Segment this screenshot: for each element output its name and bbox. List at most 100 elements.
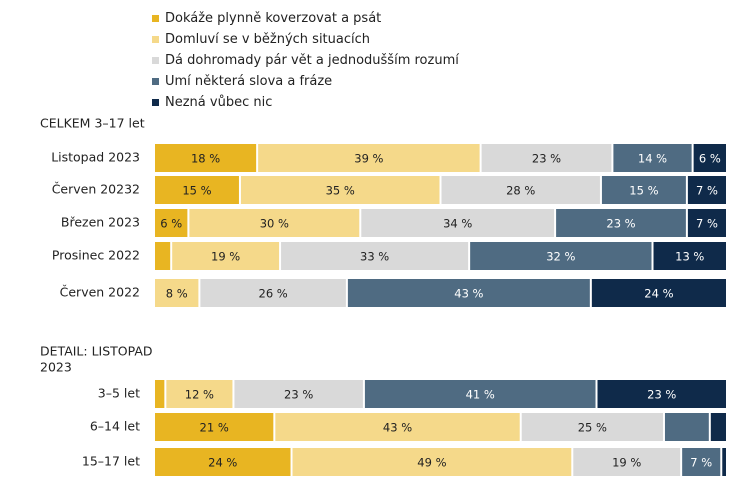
bar-segment [155,242,171,270]
bar-segment [597,380,726,408]
legend-swatch [152,36,159,43]
bar-segment [556,209,686,237]
data-label: 39 % [354,152,383,166]
bar-segment [275,413,520,441]
row-label: Prosinec 2022 [52,248,140,263]
data-label: 15 % [182,184,211,198]
data-label: 15 % [629,184,658,198]
row-label: 6–14 let [90,419,140,434]
legend-swatch [152,99,159,106]
bar-segment [613,144,692,172]
row-label: 15–17 let [82,454,140,469]
data-label: 6 % [160,217,182,231]
data-label: 26 % [259,287,288,301]
bar-segment [521,413,663,441]
data-label: 19 % [612,456,641,470]
bar-segment [364,380,596,408]
bar-segment [361,209,555,237]
bar-segment [166,380,233,408]
data-label: 49 % [417,456,446,470]
data-label: 6 % [699,152,721,166]
bar-segment [200,279,346,307]
data-label: 30 % [260,217,289,231]
bar-segment [653,242,726,270]
data-label: 24 % [208,456,237,470]
bar-segment [172,242,280,270]
bar-segment [155,144,257,172]
legend-label: Dokáže plynně koverzovat a psát [165,11,382,26]
data-label: 13 % [675,250,704,264]
bar-segment [155,448,291,476]
bar-segment [722,448,726,476]
bar-segment [155,279,199,307]
bar-segment [155,209,188,237]
data-label: 35 % [326,184,355,198]
data-label: 33 % [360,250,389,264]
bar-segment [693,144,726,172]
bar-segment [682,448,721,476]
bar-segment [155,413,274,441]
data-label: 12 % [185,388,214,402]
bar-segment [470,242,652,270]
data-label: 23 % [606,217,635,231]
row-label: Červen 20232 [52,182,140,197]
legend-swatch [152,57,159,64]
bar-segment [189,209,360,237]
row-label: Březen 2023 [61,215,140,230]
legend-swatch [152,78,159,85]
data-label: 7 % [696,184,718,198]
legend: Dokáže plynně koverzovat a psát Domluví … [152,8,459,113]
bar-segment [281,242,469,270]
data-label: 21 % [200,421,229,435]
bar-segment [240,176,440,204]
bar-segment [155,176,239,204]
data-label: 19 % [211,250,240,264]
legend-item: Nezná vůbec nic [152,92,459,113]
data-label: 7 % [696,217,718,231]
data-label: 18 % [191,152,220,166]
legend-label: Nezná vůbec nic [165,95,273,110]
bar-segment [710,413,726,441]
bar-segment [292,448,572,476]
bar-segment [481,144,612,172]
bar-segment [441,176,600,204]
legend-item: Dá dohromady pár vět a jednodušším rozum… [152,50,459,71]
data-label: 24 % [644,287,673,301]
legend-swatch [152,15,159,22]
data-label: 28 % [506,184,535,198]
bar-segment [234,380,363,408]
data-label: 43 % [454,287,483,301]
row-label: Listopad 2023 [51,150,140,165]
bar-segment [347,279,590,307]
group-title: DETAIL: LISTOPAD [40,344,153,359]
data-label: 34 % [443,217,472,231]
legend-item: Domluví se v běžných situacích [152,29,459,50]
data-label: 43 % [383,421,412,435]
legend-item: Dokáže plynně koverzovat a psát [152,8,459,29]
legend-label: Domluví se v běžných situacích [165,32,371,47]
bar-segment [591,279,726,307]
bar-segment [664,413,709,441]
legend-label: Umí některá slova a fráze [165,74,333,89]
row-label: 3–5 let [98,386,140,401]
data-label: 41 % [466,388,495,402]
bar-segment [258,144,480,172]
legend-item: Umí některá slova a fráze [152,71,459,92]
data-label: 32 % [546,250,575,264]
bar-segment [573,448,681,476]
bar-segment [601,176,686,204]
bar-segment [155,380,165,408]
data-label: 14 % [638,152,667,166]
data-label: 8 % [166,287,188,301]
legend-label: Dá dohromady pár vět a jednodušším rozum… [165,53,459,68]
data-label: 25 % [578,421,607,435]
group-title: CELKEM 3–17 let [40,116,145,131]
bar-segment [687,209,726,237]
group-title: 2023 [40,360,72,375]
bar-segment [687,176,726,204]
row-label: Červen 2022 [60,285,140,300]
data-label: 23 % [284,388,313,402]
data-label: 7 % [690,456,712,470]
data-label: 23 % [532,152,561,166]
